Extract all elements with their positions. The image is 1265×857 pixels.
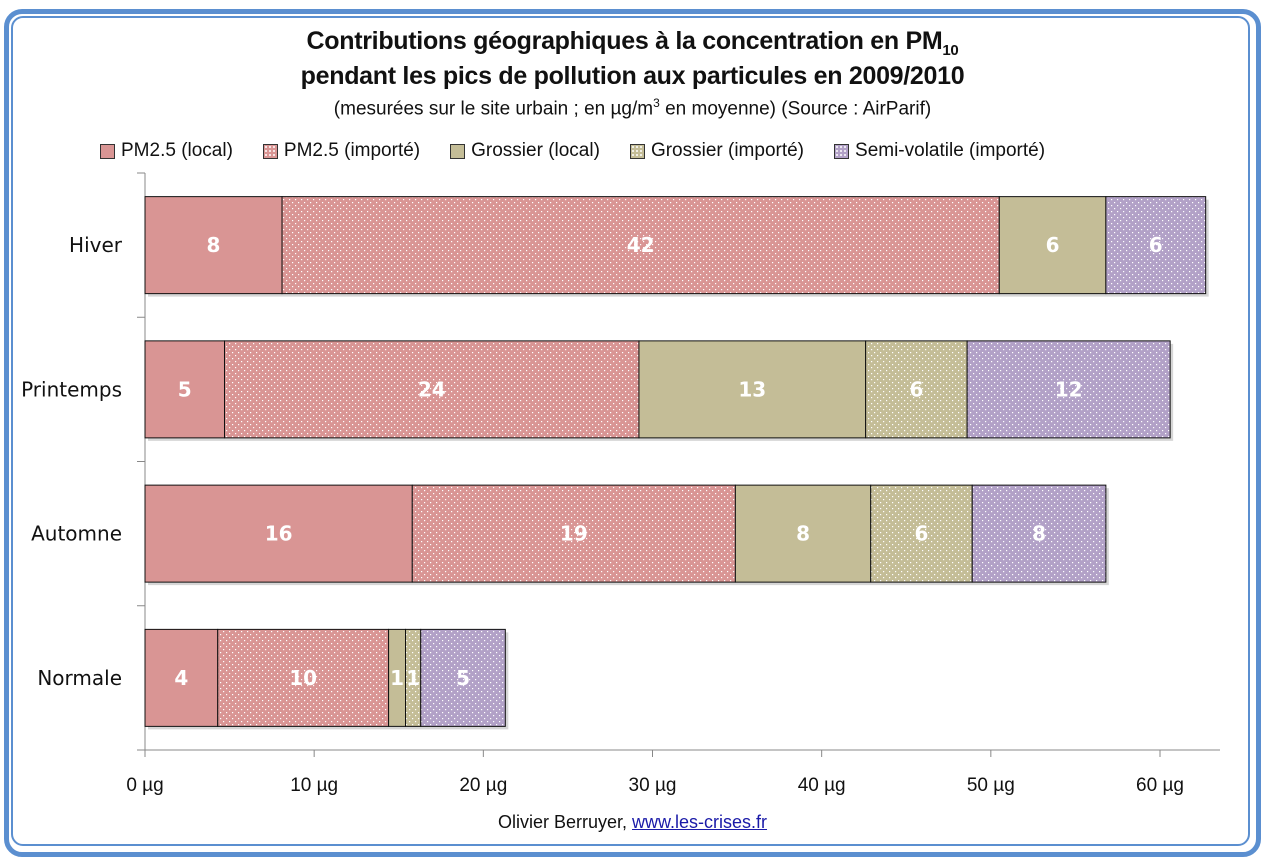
bar-segment: [734, 484, 872, 583]
data-label: 13: [738, 377, 766, 401]
data-label: 8: [796, 522, 810, 546]
data-label: 12: [1055, 377, 1083, 401]
bar-segment: [144, 484, 413, 583]
legend: PM2.5 (local) PM2.5 (importé) Grossier (lo…: [100, 140, 1045, 162]
chart-title-line1: Contributions géographiques à la concent…: [306, 27, 959, 59]
bar-segment: [144, 196, 283, 295]
data-label: 1: [390, 666, 404, 690]
category-label: Automne: [31, 522, 122, 546]
data-label: 10: [289, 666, 317, 690]
credit-author: Olivier Berruyer,: [497, 812, 633, 832]
legend-swatch: [100, 143, 115, 159]
credit: Olivier Berruyer, www.les-crises.fr: [0, 812, 1265, 833]
data-label: 16: [265, 522, 293, 546]
data-label: 5: [456, 666, 470, 690]
bar-segment: [144, 340, 226, 439]
bar-segment: [971, 484, 1107, 583]
bar-segment: [420, 628, 506, 727]
data-label: 8: [1032, 522, 1046, 546]
x-tick-label: 50 µg: [967, 775, 1015, 796]
data-label: 8: [207, 233, 221, 257]
data-label: 24: [418, 377, 446, 401]
bar-segment: [638, 340, 867, 439]
data-label: 42: [627, 233, 655, 257]
legend-item: Grossier (importé): [629, 140, 805, 162]
legend-label: PM2.5 (importé): [283, 140, 421, 161]
x-tick-label: 0 µg: [126, 775, 163, 796]
bar-segment: [224, 340, 640, 439]
bar-segment: [1105, 196, 1207, 295]
x-tick-label: 20 µg: [459, 775, 507, 796]
data-label: 6: [1046, 233, 1060, 257]
legend-swatch: [450, 143, 466, 159]
legend-label: PM2.5 (local): [121, 140, 233, 161]
bar-segment: [998, 196, 1107, 295]
legend-item: Semi-volatile (importé): [834, 140, 1045, 162]
chart-title-line2: pendant les pics de pollution aux partic…: [300, 62, 965, 90]
legend-item: PM2.5 (local): [100, 140, 233, 162]
category-label: Hiver: [69, 233, 123, 257]
legend-item: Grossier (local): [450, 140, 600, 162]
chart-subtitle: (mesurées sur le site urbain ; en µg/m3 …: [333, 96, 932, 120]
legend-swatch: [629, 143, 645, 159]
bar-segment: [966, 340, 1171, 439]
legend-swatch: [834, 143, 850, 159]
bar-segment: [217, 628, 390, 727]
inner-frame: [11, 16, 1250, 846]
bar-segment: [281, 196, 1000, 295]
outer-frame: [4, 9, 1261, 857]
x-tick-label: 60 µg: [1136, 775, 1184, 796]
credit-link[interactable]: www.les-crises.fr: [632, 812, 768, 832]
data-label: 6: [909, 377, 923, 401]
legend-swatch: [262, 143, 278, 159]
legend-label: Grossier (local): [471, 140, 600, 161]
data-label: 1: [406, 666, 420, 690]
data-label: 6: [915, 522, 929, 546]
data-label: 4: [174, 666, 188, 690]
bar-segment: [411, 484, 736, 583]
data-label: 6: [1149, 233, 1163, 257]
category-label: Printemps: [21, 377, 122, 401]
data-label: 5: [178, 377, 192, 401]
bar-segment: [865, 340, 968, 439]
x-tick-label: 10 µg: [290, 775, 338, 796]
legend-label: Semi-volatile (importé): [855, 140, 1046, 161]
x-tick-label: 30 µg: [629, 775, 677, 796]
legend-label: Grossier (importé): [650, 140, 805, 161]
x-tick-label: 40 µg: [798, 775, 846, 796]
data-label: 19: [560, 522, 588, 546]
category-label: Normale: [37, 666, 122, 690]
bar-segment: [870, 484, 973, 583]
legend-item: PM2.5 (importé): [262, 140, 421, 162]
